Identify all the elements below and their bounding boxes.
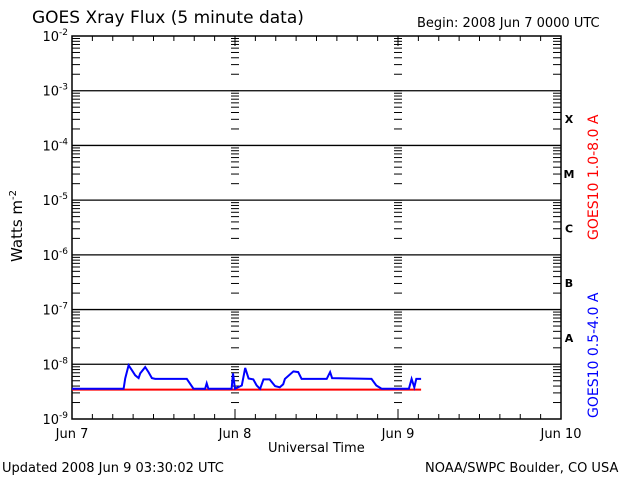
x-tick-label: Jun 8	[218, 427, 252, 442]
flare-class-label: M	[564, 168, 575, 181]
y-tick-label: 10-6	[42, 247, 68, 264]
series-line-short	[72, 362, 422, 392]
x-tick-label: Jun 10	[540, 427, 582, 442]
chart-title: GOES Xray Flux (5 minute data)	[32, 8, 304, 28]
credit-text: NOAA/SWPC Boulder, CO USA	[425, 461, 619, 476]
flare-class-label: X	[565, 113, 574, 126]
y-tick-label: 10-5	[42, 192, 68, 209]
y-tick-label: 10-4	[42, 137, 68, 154]
flare-class-label: C	[565, 223, 573, 236]
y-axis-label: Watts m-2	[8, 190, 26, 262]
y-tick-label: 10-7	[42, 302, 68, 319]
x-tick-label: Jun 9	[381, 427, 415, 442]
legend-short-channel: GOES10 0.5-4.0 A	[586, 292, 602, 418]
y-tick-label: 10-3	[42, 83, 68, 100]
y-tick-label: 10-9	[42, 411, 68, 428]
x-axis-label: Universal Time	[268, 441, 365, 456]
flare-class-label: B	[565, 277, 573, 290]
flare-class-label: A	[565, 332, 574, 345]
updated-text: Updated 2008 Jun 9 03:30:02 UTC	[2, 461, 224, 476]
legend-long-channel: GOES10 1.0-8.0 A	[586, 114, 602, 240]
begin-label: Begin: 2008 Jun 7 0000 UTC	[417, 16, 600, 31]
y-tick-label: 10-2	[42, 28, 68, 45]
x-tick-label: Jun 7	[55, 427, 89, 442]
y-tick-label: 10-8	[42, 356, 68, 373]
plot-frame	[71, 35, 562, 420]
